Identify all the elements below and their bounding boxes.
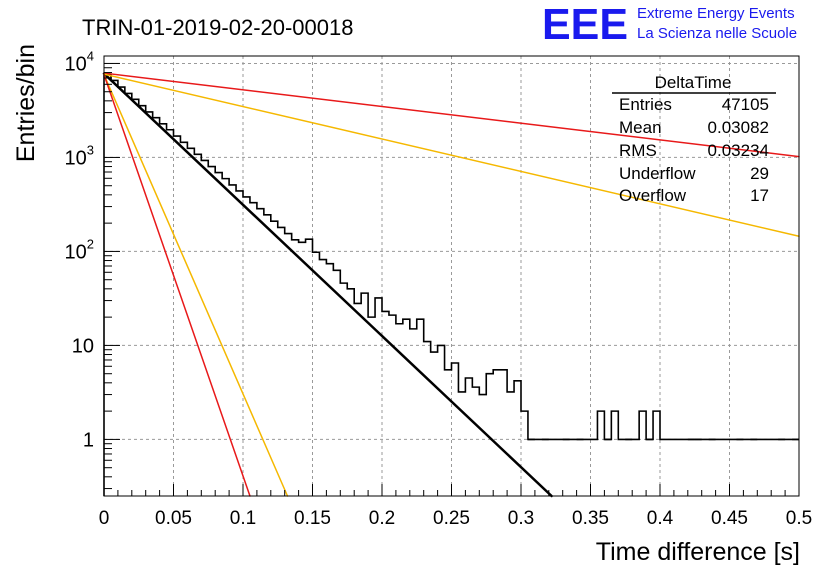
eee-logo-line1: Extreme Energy Events [637, 5, 795, 22]
stats-row-label: Entries [619, 95, 672, 114]
y-tick-label: 1 [83, 429, 94, 451]
x-tick-label: 0.1 [230, 508, 256, 529]
stats-row-value: 17 [750, 186, 769, 205]
fit-curve [103, 73, 800, 238]
x-tick-label: 0.5 [786, 508, 812, 529]
x-tick-label: 0.05 [155, 508, 192, 529]
eee-logo-mark: EEE [542, 0, 628, 49]
stats-row: Overflow 17 [619, 186, 769, 205]
stats-row: RMS 0.03234 [619, 141, 769, 160]
stats-row-label: Mean [619, 118, 662, 137]
x-tick-label: 0.45 [711, 508, 748, 529]
x-tick-label: 0 [99, 508, 110, 529]
fit-curve [102, 72, 553, 498]
stats-row: Entries 47105 [619, 95, 769, 114]
y-tick-label: 102 [65, 236, 94, 263]
eee-logo: EEE Extreme Energy Events La Scienza nel… [542, 0, 797, 49]
y-tick-label-exponent: 3 [87, 142, 94, 157]
stats-row-value: 29 [750, 164, 769, 183]
y-tick-label: 103 [65, 142, 94, 169]
grid-lines [104, 56, 799, 496]
stats-row-value: 47105 [722, 95, 769, 114]
stats-row-label: Underflow [619, 164, 696, 183]
y-axis-label: Entries/bin [12, 44, 40, 162]
x-tick-label: 0.4 [647, 508, 674, 529]
x-axis-ticks: 0 0.05 0.1 0.15 0.2 0.25 0.3 0.35 0.4 0.45 0.5 [99, 484, 812, 529]
y-tick-label-exponent: 2 [87, 236, 94, 251]
stats-row-label: Overflow [619, 186, 687, 205]
stats-box: DeltaTime Entries 47105 Mean 0.03082 RMS… [612, 73, 776, 205]
fit-curve [103, 73, 289, 497]
y-tick-label-base: 10 [65, 241, 87, 263]
fit-curve [103, 73, 251, 497]
stats-box-title: DeltaTime [655, 73, 732, 92]
y-tick-label-base: 10 [72, 335, 94, 357]
y-tick-label-base: 10 [65, 53, 87, 75]
x-tick-label: 0.35 [572, 508, 609, 529]
y-tick-label: 104 [65, 48, 94, 75]
x-tick-label: 0.3 [508, 508, 534, 529]
stats-row-label: RMS [619, 141, 657, 160]
x-tick-label: 0.15 [294, 508, 331, 529]
x-tick-label: 0.25 [433, 508, 470, 529]
histogram-bars [103, 73, 799, 496]
x-tick-label: 0.2 [369, 508, 395, 529]
y-tick-label: 10 [72, 335, 94, 357]
fit-curve [103, 72, 800, 158]
x-axis-label: Time difference [s] [596, 538, 800, 566]
stats-row-value: 0.03082 [708, 118, 769, 137]
eee-logo-line2: La Scienza nelle Scuole [637, 25, 797, 42]
stats-row: Underflow 29 [619, 164, 769, 183]
stats-row: Mean 0.03082 [619, 118, 769, 137]
y-tick-label-base: 10 [65, 147, 87, 169]
y-tick-label-base: 1 [83, 429, 94, 451]
stats-row-value: 0.03234 [708, 141, 769, 160]
chart-title: TRIN-01-2019-02-20-00018 [82, 15, 354, 40]
fit-curves [102, 72, 800, 498]
y-tick-label-exponent: 4 [87, 48, 94, 63]
